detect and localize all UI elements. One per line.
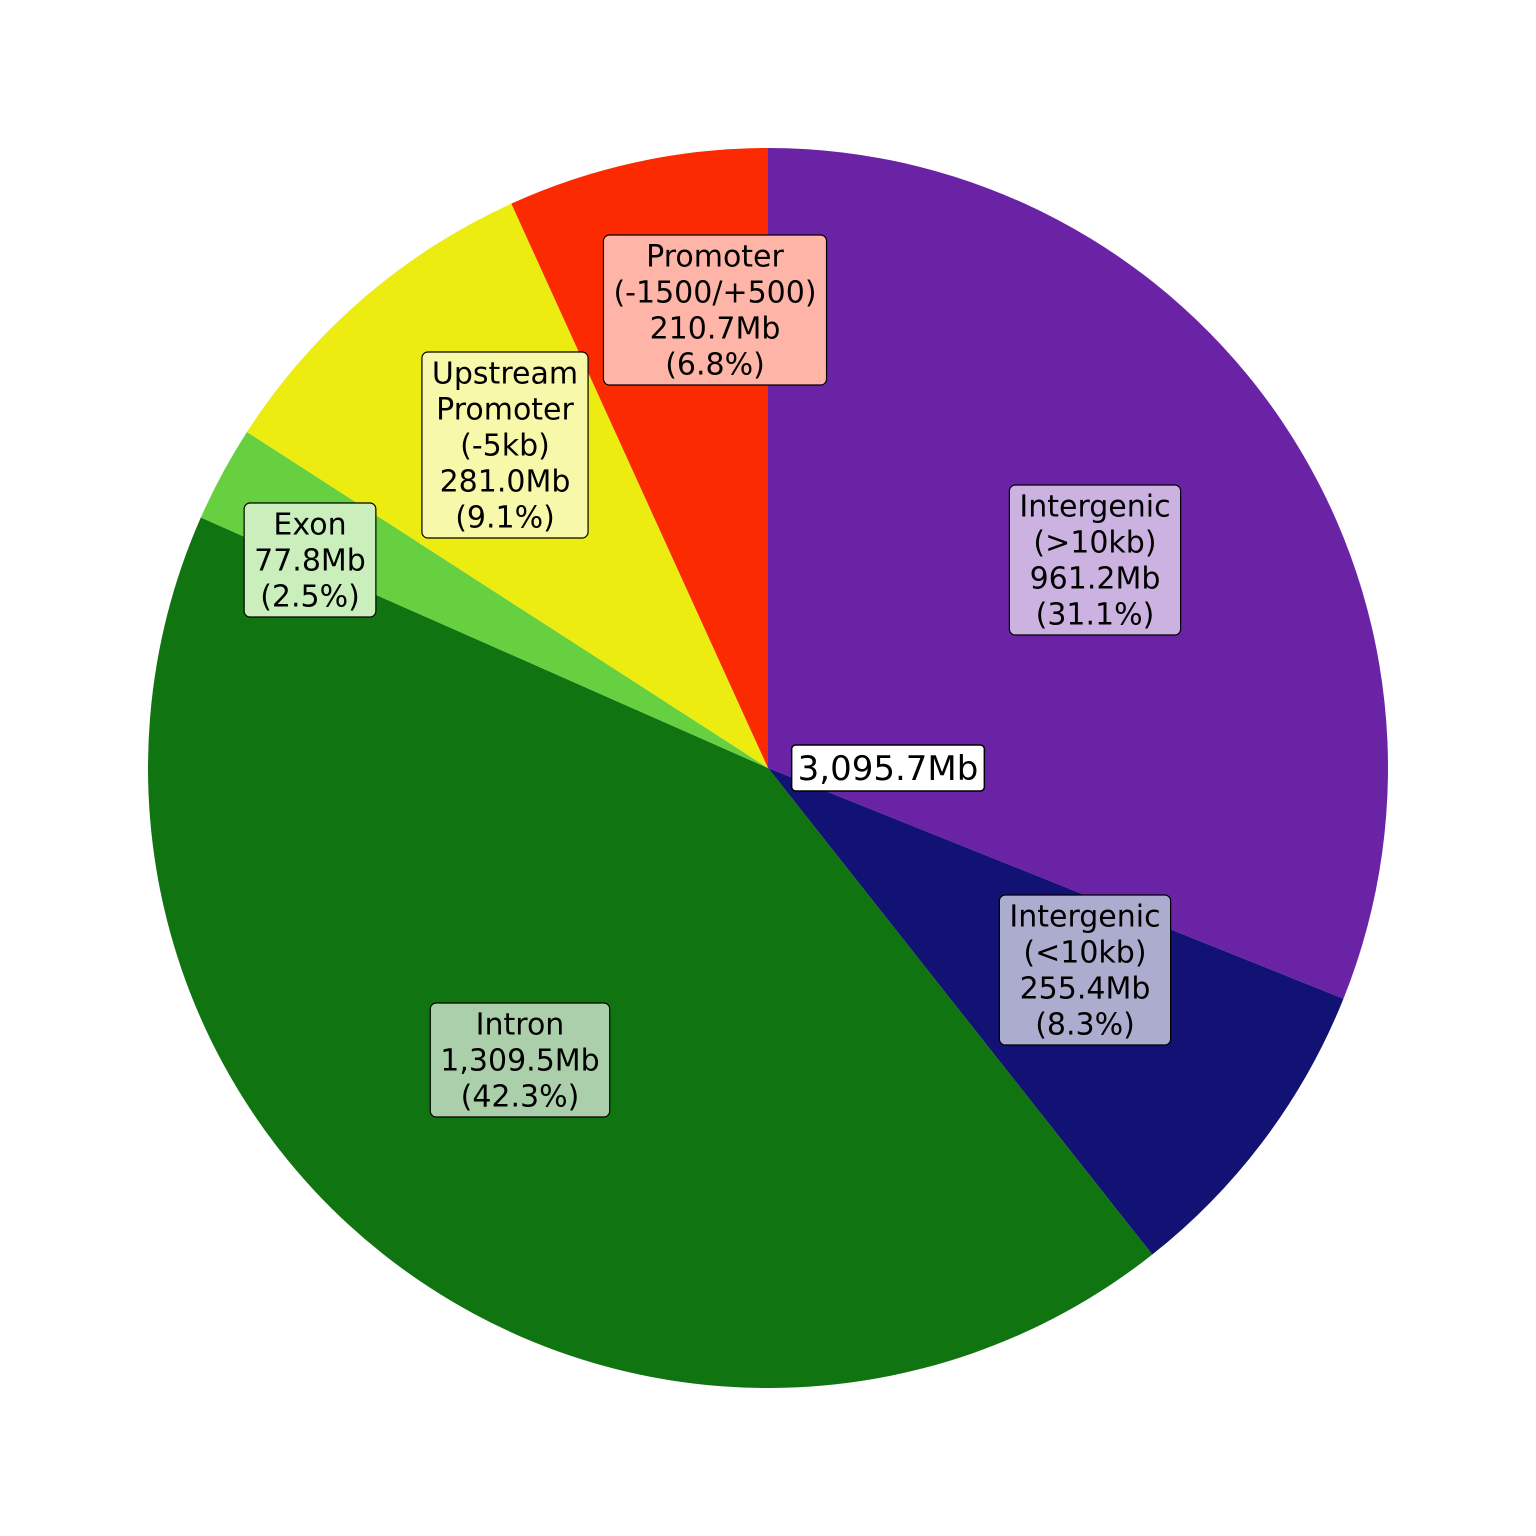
label-intergenic_gt10kb-line: Intergenic xyxy=(1019,490,1170,525)
label-intergenic_lt10kb-line: Intergenic xyxy=(1009,900,1160,935)
label-intergenic_gt10kb: Intergenic(>10kb)961.2Mb(31.1%) xyxy=(1009,485,1180,635)
label-exon: Exon77.8Mb(2.5%) xyxy=(244,503,376,617)
label-upstream_promoter-line: Promoter xyxy=(436,393,574,428)
label-promoter-line: Promoter xyxy=(646,240,784,275)
label-upstream_promoter: UpstreamPromoter(-5kb)281.0Mb(9.1%) xyxy=(422,352,588,538)
center-total-label: 3,095.7Mb xyxy=(792,745,985,791)
label-intron-line: (42.3%) xyxy=(461,1080,580,1115)
genomic-pie-chart: Intergenic(>10kb)961.2Mb(31.1%)Intergeni… xyxy=(0,0,1536,1536)
label-intergenic_gt10kb-line: (31.1%) xyxy=(1036,598,1155,633)
label-intron-line: 1,309.5Mb xyxy=(440,1044,599,1079)
label-upstream_promoter-line: Upstream xyxy=(432,357,578,392)
label-intergenic_lt10kb-line: (<10kb) xyxy=(1023,936,1146,971)
label-intron: Intron1,309.5Mb(42.3%) xyxy=(430,1003,609,1117)
label-promoter-line: (-1500/+500) xyxy=(613,276,816,311)
label-intergenic_lt10kb: Intergenic(<10kb)255.4Mb(8.3%) xyxy=(999,895,1170,1045)
label-intergenic_gt10kb-line: 961.2Mb xyxy=(1030,562,1161,597)
label-promoter-line: (6.8%) xyxy=(665,348,765,383)
label-exon-line: (2.5%) xyxy=(260,580,360,615)
label-exon-line: Exon xyxy=(273,508,346,543)
label-upstream_promoter-line: (-5kb) xyxy=(460,429,550,464)
label-intergenic_lt10kb-line: (8.3%) xyxy=(1035,1008,1135,1043)
center-total-text: 3,095.7Mb xyxy=(798,749,979,789)
label-exon-line: 77.8Mb xyxy=(254,544,366,579)
label-promoter-line: 210.7Mb xyxy=(650,312,781,347)
label-promoter: Promoter(-1500/+500)210.7Mb(6.8%) xyxy=(603,235,826,385)
label-upstream_promoter-line: (9.1%) xyxy=(455,501,555,536)
label-intergenic_gt10kb-line: (>10kb) xyxy=(1033,526,1156,561)
label-intron-line: Intron xyxy=(476,1008,565,1043)
label-intergenic_lt10kb-line: 255.4Mb xyxy=(1020,972,1151,1007)
label-upstream_promoter-line: 281.0Mb xyxy=(440,465,571,500)
